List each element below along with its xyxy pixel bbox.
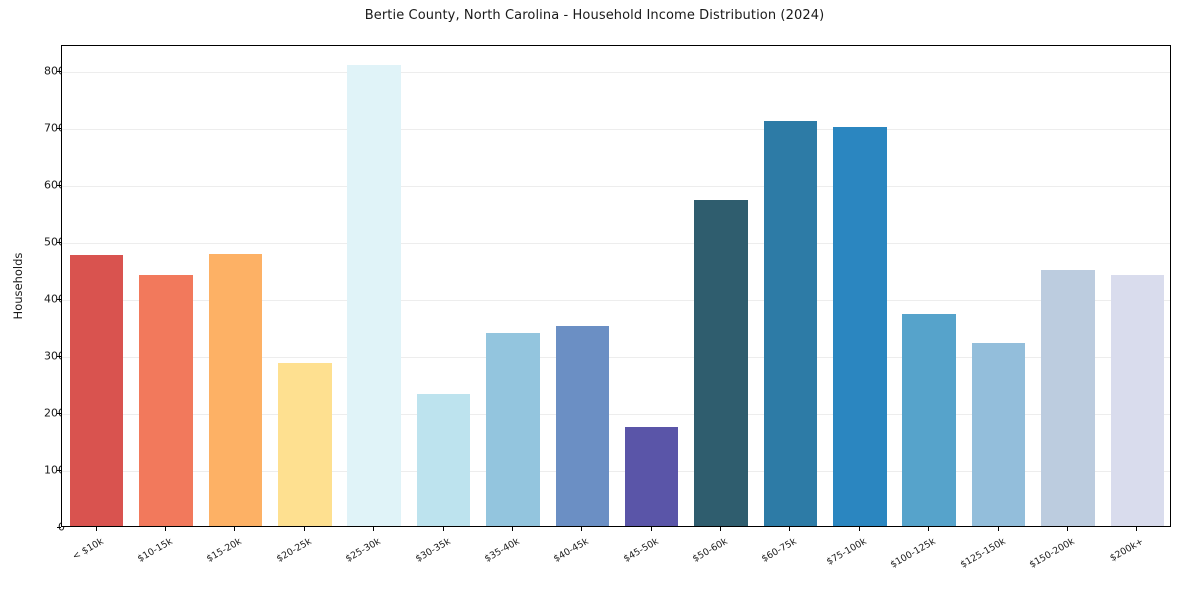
bar — [69, 255, 124, 526]
bar — [1041, 270, 1095, 526]
x-tick-label: $35-40k — [482, 536, 522, 565]
x-tick-mark — [581, 527, 583, 531]
x-tick-mark — [95, 527, 97, 531]
y-tick-mark — [57, 241, 61, 243]
bar — [1110, 275, 1164, 526]
y-tick-label: 700 — [44, 121, 65, 135]
bar — [902, 313, 956, 526]
bar — [763, 121, 818, 526]
bar — [208, 253, 263, 526]
gridline — [62, 356, 1170, 358]
bar — [416, 394, 471, 526]
bar — [555, 325, 609, 526]
y-tick-mark — [57, 184, 61, 186]
x-tick-mark — [789, 527, 791, 531]
bar — [833, 126, 887, 526]
y-tick-label: 300 — [44, 349, 65, 363]
y-tick-label: 200 — [44, 406, 65, 420]
x-tick-mark — [303, 527, 305, 531]
x-tick-mark — [1136, 527, 1138, 531]
y-tick-label: 800 — [44, 64, 65, 78]
y-axis-label: Households — [11, 252, 25, 320]
x-tick-mark — [511, 527, 513, 531]
x-tick-mark — [234, 527, 236, 531]
plot-area — [61, 45, 1171, 527]
y-tick-mark — [57, 70, 61, 72]
bar — [347, 65, 401, 526]
x-tick-mark — [442, 527, 444, 531]
bar — [694, 199, 748, 526]
bar — [139, 275, 193, 526]
bar — [278, 363, 332, 526]
x-tick-mark — [997, 527, 999, 531]
gridline — [62, 413, 1170, 415]
x-tick-mark — [373, 527, 375, 531]
y-tick-mark — [57, 527, 61, 528]
y-tick-mark — [57, 469, 61, 471]
x-tick-mark — [720, 527, 722, 531]
y-tick-label: 500 — [44, 235, 65, 249]
x-tick-label: $10-15k — [135, 536, 175, 565]
gridline — [62, 71, 1170, 73]
chart-title: Bertie County, North Carolina - Househol… — [364, 8, 825, 23]
bar — [971, 342, 1026, 526]
gridline — [62, 128, 1170, 130]
chart-figure: Bertie County, North Carolina - Househol… — [11, 8, 1171, 571]
y-tick-mark — [57, 355, 61, 357]
y-tick-mark — [57, 127, 61, 129]
x-tick-mark — [1066, 527, 1068, 531]
y-tick-mark — [57, 298, 61, 300]
x-tick-label: $50-60k — [690, 536, 730, 565]
gridline — [62, 242, 1170, 244]
y-tick-label: 400 — [44, 292, 65, 306]
x-tick-label: $150-200k — [1027, 536, 1077, 571]
bar — [486, 333, 540, 526]
x-tick-mark — [858, 527, 860, 531]
gridline — [62, 299, 1170, 301]
x-tick-mark — [650, 527, 652, 531]
bar-series — [62, 46, 1170, 526]
x-tick-label: < $10k — [70, 536, 106, 563]
x-tick-mark — [928, 527, 930, 531]
x-tick-mark — [165, 527, 167, 531]
gridline — [62, 185, 1170, 187]
y-tick-label: 0 — [58, 520, 65, 534]
y-tick-label: 600 — [44, 178, 65, 192]
gridline — [62, 470, 1170, 472]
y-tick-mark — [57, 412, 61, 414]
bar — [624, 427, 679, 526]
y-tick-label: 100 — [44, 463, 65, 477]
